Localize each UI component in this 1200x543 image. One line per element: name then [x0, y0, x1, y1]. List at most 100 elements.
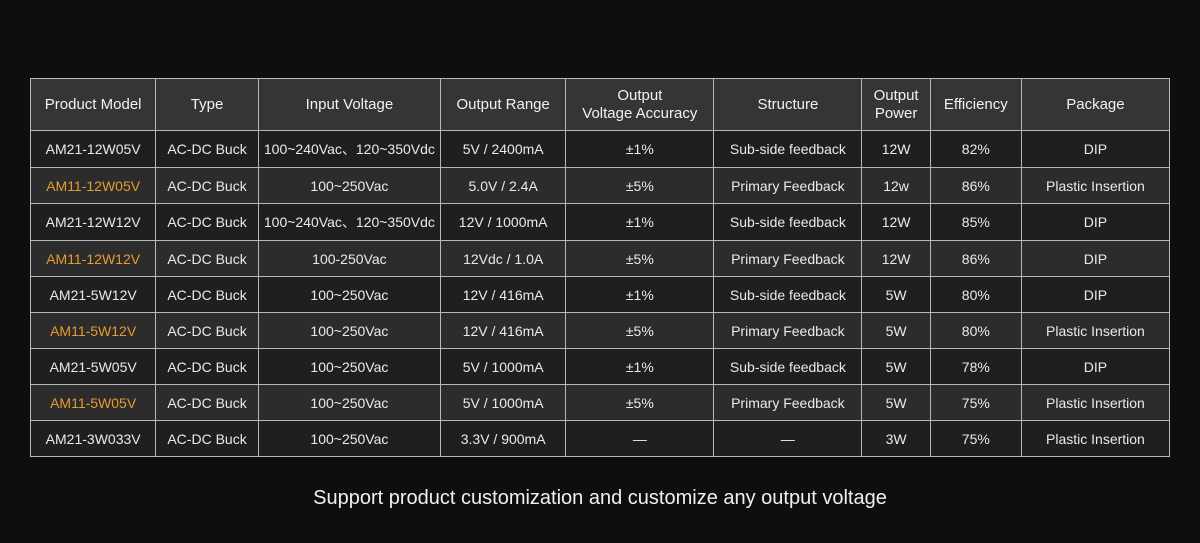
spec-cell: 78% [930, 349, 1021, 385]
column-header: OutputPower [862, 79, 930, 131]
product-model-cell: AM11-12W05V [31, 168, 156, 204]
spec-cell: 100~250Vac [258, 313, 440, 349]
page-container: Product ModelTypeInput VoltageOutput Ran… [0, 0, 1200, 510]
column-header: OutputVoltage Accuracy [566, 79, 714, 131]
spec-cell: 82% [930, 131, 1021, 168]
spec-cell: Plastic Insertion [1021, 385, 1169, 421]
spec-cell: 5W [862, 349, 930, 385]
spec-cell: 75% [930, 421, 1021, 457]
table-header: Product ModelTypeInput VoltageOutput Ran… [31, 79, 1170, 131]
spec-cell: 12W [862, 241, 930, 277]
table-row: AM21-12W05VAC-DC Buck100~240Vac、120~350V… [31, 131, 1170, 168]
spec-cell: 5W [862, 313, 930, 349]
spec-cell: DIP [1021, 241, 1169, 277]
spec-cell: AC-DC Buck [156, 385, 259, 421]
table-row: AM11-5W12VAC-DC Buck100~250Vac12V / 416m… [31, 313, 1170, 349]
spec-cell: AC-DC Buck [156, 204, 259, 241]
table-row: AM11-5W05VAC-DC Buck100~250Vac5V / 1000m… [31, 385, 1170, 421]
spec-cell: Plastic Insertion [1021, 168, 1169, 204]
table-caption: Support product customization and custom… [30, 487, 1170, 510]
spec-cell: 12W [862, 131, 930, 168]
product-model-cell: AM21-5W12V [31, 277, 156, 313]
spec-cell: DIP [1021, 131, 1169, 168]
spec-cell: 5W [862, 277, 930, 313]
spec-cell: Plastic Insertion [1021, 313, 1169, 349]
spec-cell: Sub-side feedback [714, 131, 862, 168]
spec-cell: 75% [930, 385, 1021, 421]
column-header: Package [1021, 79, 1169, 131]
spec-cell: 100~250Vac [258, 277, 440, 313]
spec-cell: ±5% [566, 313, 714, 349]
spec-cell: Primary Feedback [714, 385, 862, 421]
spec-cell: 100-250Vac [258, 241, 440, 277]
spec-cell: Primary Feedback [714, 168, 862, 204]
spec-cell: DIP [1021, 349, 1169, 385]
spec-cell: Plastic Insertion [1021, 421, 1169, 457]
spec-cell: 100~240Vac、120~350Vdc [258, 204, 440, 241]
spec-cell: ±5% [566, 385, 714, 421]
spec-cell: 5V / 2400mA [441, 131, 566, 168]
table-row: AM21-12W12VAC-DC Buck100~240Vac、120~350V… [31, 204, 1170, 241]
spec-cell: Sub-side feedback [714, 349, 862, 385]
spec-cell: 100~250Vac [258, 349, 440, 385]
spec-cell: 5.0V / 2.4A [441, 168, 566, 204]
spec-cell: ±1% [566, 349, 714, 385]
spec-cell: Sub-side feedback [714, 277, 862, 313]
spec-cell: 12V / 416mA [441, 277, 566, 313]
spec-cell: 100~250Vac [258, 421, 440, 457]
spec-cell: AC-DC Buck [156, 131, 259, 168]
spec-cell: DIP [1021, 204, 1169, 241]
spec-cell: Primary Feedback [714, 313, 862, 349]
product-model-cell: AM21-5W05V [31, 349, 156, 385]
spec-cell: 100~250Vac [258, 385, 440, 421]
spec-cell: ±1% [566, 277, 714, 313]
spec-cell: 5W [862, 385, 930, 421]
spec-cell: 5V / 1000mA [441, 385, 566, 421]
spec-cell: DIP [1021, 277, 1169, 313]
spec-cell: AC-DC Buck [156, 313, 259, 349]
product-model-cell: AM21-12W12V [31, 204, 156, 241]
table-row: AM11-12W12VAC-DC Buck100-250Vac12Vdc / 1… [31, 241, 1170, 277]
product-model-cell: AM11-5W12V [31, 313, 156, 349]
product-model-cell: AM21-3W033V [31, 421, 156, 457]
spec-cell: 5V / 1000mA [441, 349, 566, 385]
spec-cell: ±1% [566, 204, 714, 241]
spec-cell: — [714, 421, 862, 457]
spec-cell: 12w [862, 168, 930, 204]
spec-cell: 86% [930, 168, 1021, 204]
spec-cell: ±5% [566, 168, 714, 204]
column-header: Output Range [441, 79, 566, 131]
spec-cell: 12Vdc / 1.0A [441, 241, 566, 277]
column-header: Efficiency [930, 79, 1021, 131]
spec-cell: Sub-side feedback [714, 204, 862, 241]
spec-cell: ±1% [566, 131, 714, 168]
spec-cell: AC-DC Buck [156, 277, 259, 313]
spec-cell: 12V / 1000mA [441, 204, 566, 241]
spec-cell: AC-DC Buck [156, 349, 259, 385]
spec-cell: ±5% [566, 241, 714, 277]
spec-cell: AC-DC Buck [156, 168, 259, 204]
product-model-cell: AM11-5W05V [31, 385, 156, 421]
spec-cell: 100~240Vac、120~350Vdc [258, 131, 440, 168]
spec-cell: 100~250Vac [258, 168, 440, 204]
table-row: AM21-5W05VAC-DC Buck100~250Vac5V / 1000m… [31, 349, 1170, 385]
column-header: Structure [714, 79, 862, 131]
column-header: Product Model [31, 79, 156, 131]
spec-cell: 85% [930, 204, 1021, 241]
spec-cell: 12V / 416mA [441, 313, 566, 349]
spec-cell: 3.3V / 900mA [441, 421, 566, 457]
column-header: Type [156, 79, 259, 131]
spec-cell: 80% [930, 277, 1021, 313]
spec-cell: 12W [862, 204, 930, 241]
product-spec-table: Product ModelTypeInput VoltageOutput Ran… [30, 78, 1170, 457]
product-model-cell: AM11-12W12V [31, 241, 156, 277]
spec-cell: — [566, 421, 714, 457]
product-model-cell: AM21-12W05V [31, 131, 156, 168]
table-row: AM11-12W05VAC-DC Buck100~250Vac5.0V / 2.… [31, 168, 1170, 204]
spec-cell: 3W [862, 421, 930, 457]
spec-cell: AC-DC Buck [156, 241, 259, 277]
table-row: AM21-5W12VAC-DC Buck100~250Vac12V / 416m… [31, 277, 1170, 313]
spec-cell: 86% [930, 241, 1021, 277]
spec-cell: 80% [930, 313, 1021, 349]
spec-cell: AC-DC Buck [156, 421, 259, 457]
